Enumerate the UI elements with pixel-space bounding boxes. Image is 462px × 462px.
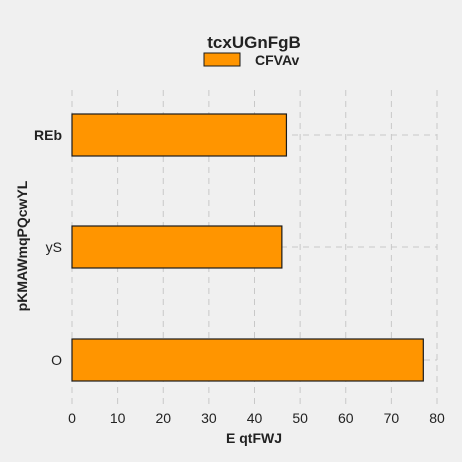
x-tick-label: 50: [292, 410, 308, 426]
y-tick-label: O: [51, 352, 62, 368]
x-tick-label: 0: [68, 410, 76, 426]
x-tick-label: 40: [247, 410, 263, 426]
y-tick-label: yS: [46, 239, 62, 255]
x-tick-label: 70: [384, 410, 400, 426]
y-tick-labels: REb yS O: [34, 127, 62, 368]
x-tick-label: 20: [155, 410, 171, 426]
bar-yS: [72, 226, 282, 268]
x-tick-label: 60: [338, 410, 354, 426]
x-tick-labels: 0 10 20 30 40 50 60 70 80: [68, 410, 445, 426]
bar-O: [72, 339, 423, 381]
bar-REb: [72, 114, 286, 156]
x-tick-label: 10: [110, 410, 126, 426]
legend-label: CFVAv: [255, 52, 300, 68]
x-tick-label: 30: [201, 410, 217, 426]
y-tick-label: REb: [34, 127, 62, 143]
legend: CFVAv: [204, 52, 300, 68]
chart-title: tcxUGnFgB: [207, 33, 301, 52]
legend-swatch: [204, 53, 240, 66]
y-axis-label: pKMAWmqPQcwYL: [14, 180, 30, 311]
x-tick-label: 80: [429, 410, 445, 426]
x-axis-label: E qtFWJ: [226, 430, 282, 446]
